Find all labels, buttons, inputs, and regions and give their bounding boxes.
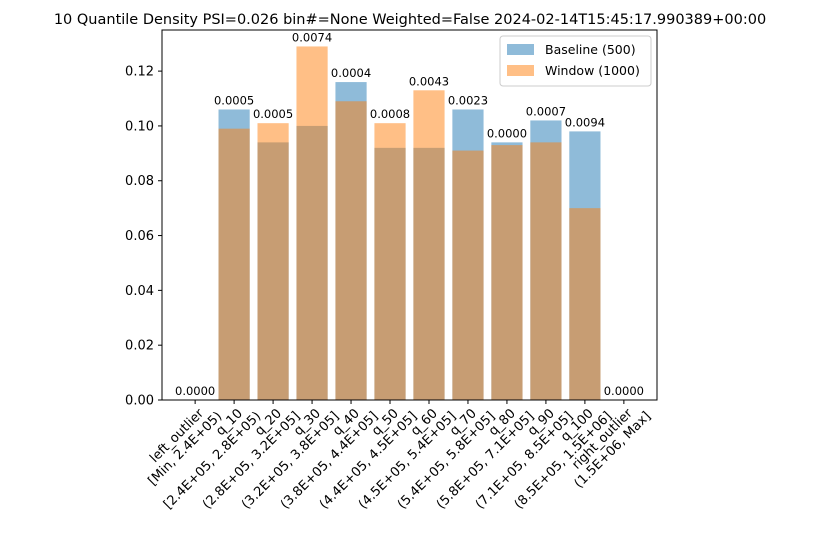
plot-frame (161, 29, 658, 401)
bar-value-label: 0.0005 (214, 93, 254, 107)
legend-label: Window (1000) (545, 63, 640, 78)
bar-value-label: 0.0000 (487, 126, 527, 140)
bar-value-label: 0.0008 (370, 107, 410, 121)
bar-value-label: 0.0000 (604, 384, 644, 398)
y-tick-label: 0.00 (125, 394, 154, 409)
bar-value-label: 0.0023 (448, 93, 488, 107)
bar-window (374, 123, 406, 401)
y-tick-label: 0.12 (125, 65, 154, 80)
y-tick-label: 0.04 (125, 284, 154, 299)
bar-window (218, 128, 250, 400)
legend: Baseline (500) Window (1000) (499, 35, 652, 87)
y-tick-label: 0.10 (125, 119, 154, 134)
bar-window (491, 145, 523, 400)
bar-window (569, 208, 601, 400)
bar-value-label: 0.0000 (175, 384, 215, 398)
bar-value-label: 0.0094 (565, 115, 605, 129)
bar-window (452, 150, 484, 400)
chart-title: 10 Quantile Density PSI=0.026 bin#=None … (54, 12, 766, 28)
x-tick-label: left_outlier[Min, 2.4E+05) (135, 398, 225, 488)
bar-window (413, 90, 445, 400)
y-tick-label: 0.02 (125, 339, 154, 354)
bar-window (296, 46, 328, 400)
legend-label: Baseline (500) (545, 42, 636, 57)
bar-value-label: 0.0005 (253, 107, 293, 121)
bar-window (530, 142, 562, 401)
bar-value-label: 0.0074 (292, 30, 332, 44)
bar-value-label: 0.0043 (409, 74, 449, 88)
bar-value-label: 0.0007 (526, 104, 566, 118)
y-tick-label: 0.08 (125, 174, 154, 189)
legend-swatch (507, 44, 534, 55)
bar-window (335, 101, 367, 400)
bar-window (257, 123, 289, 401)
y-tick-label: 0.06 (125, 229, 154, 244)
legend-frame (499, 35, 652, 87)
bar-value-label: 0.0004 (331, 66, 371, 80)
legend-swatch (507, 65, 534, 76)
